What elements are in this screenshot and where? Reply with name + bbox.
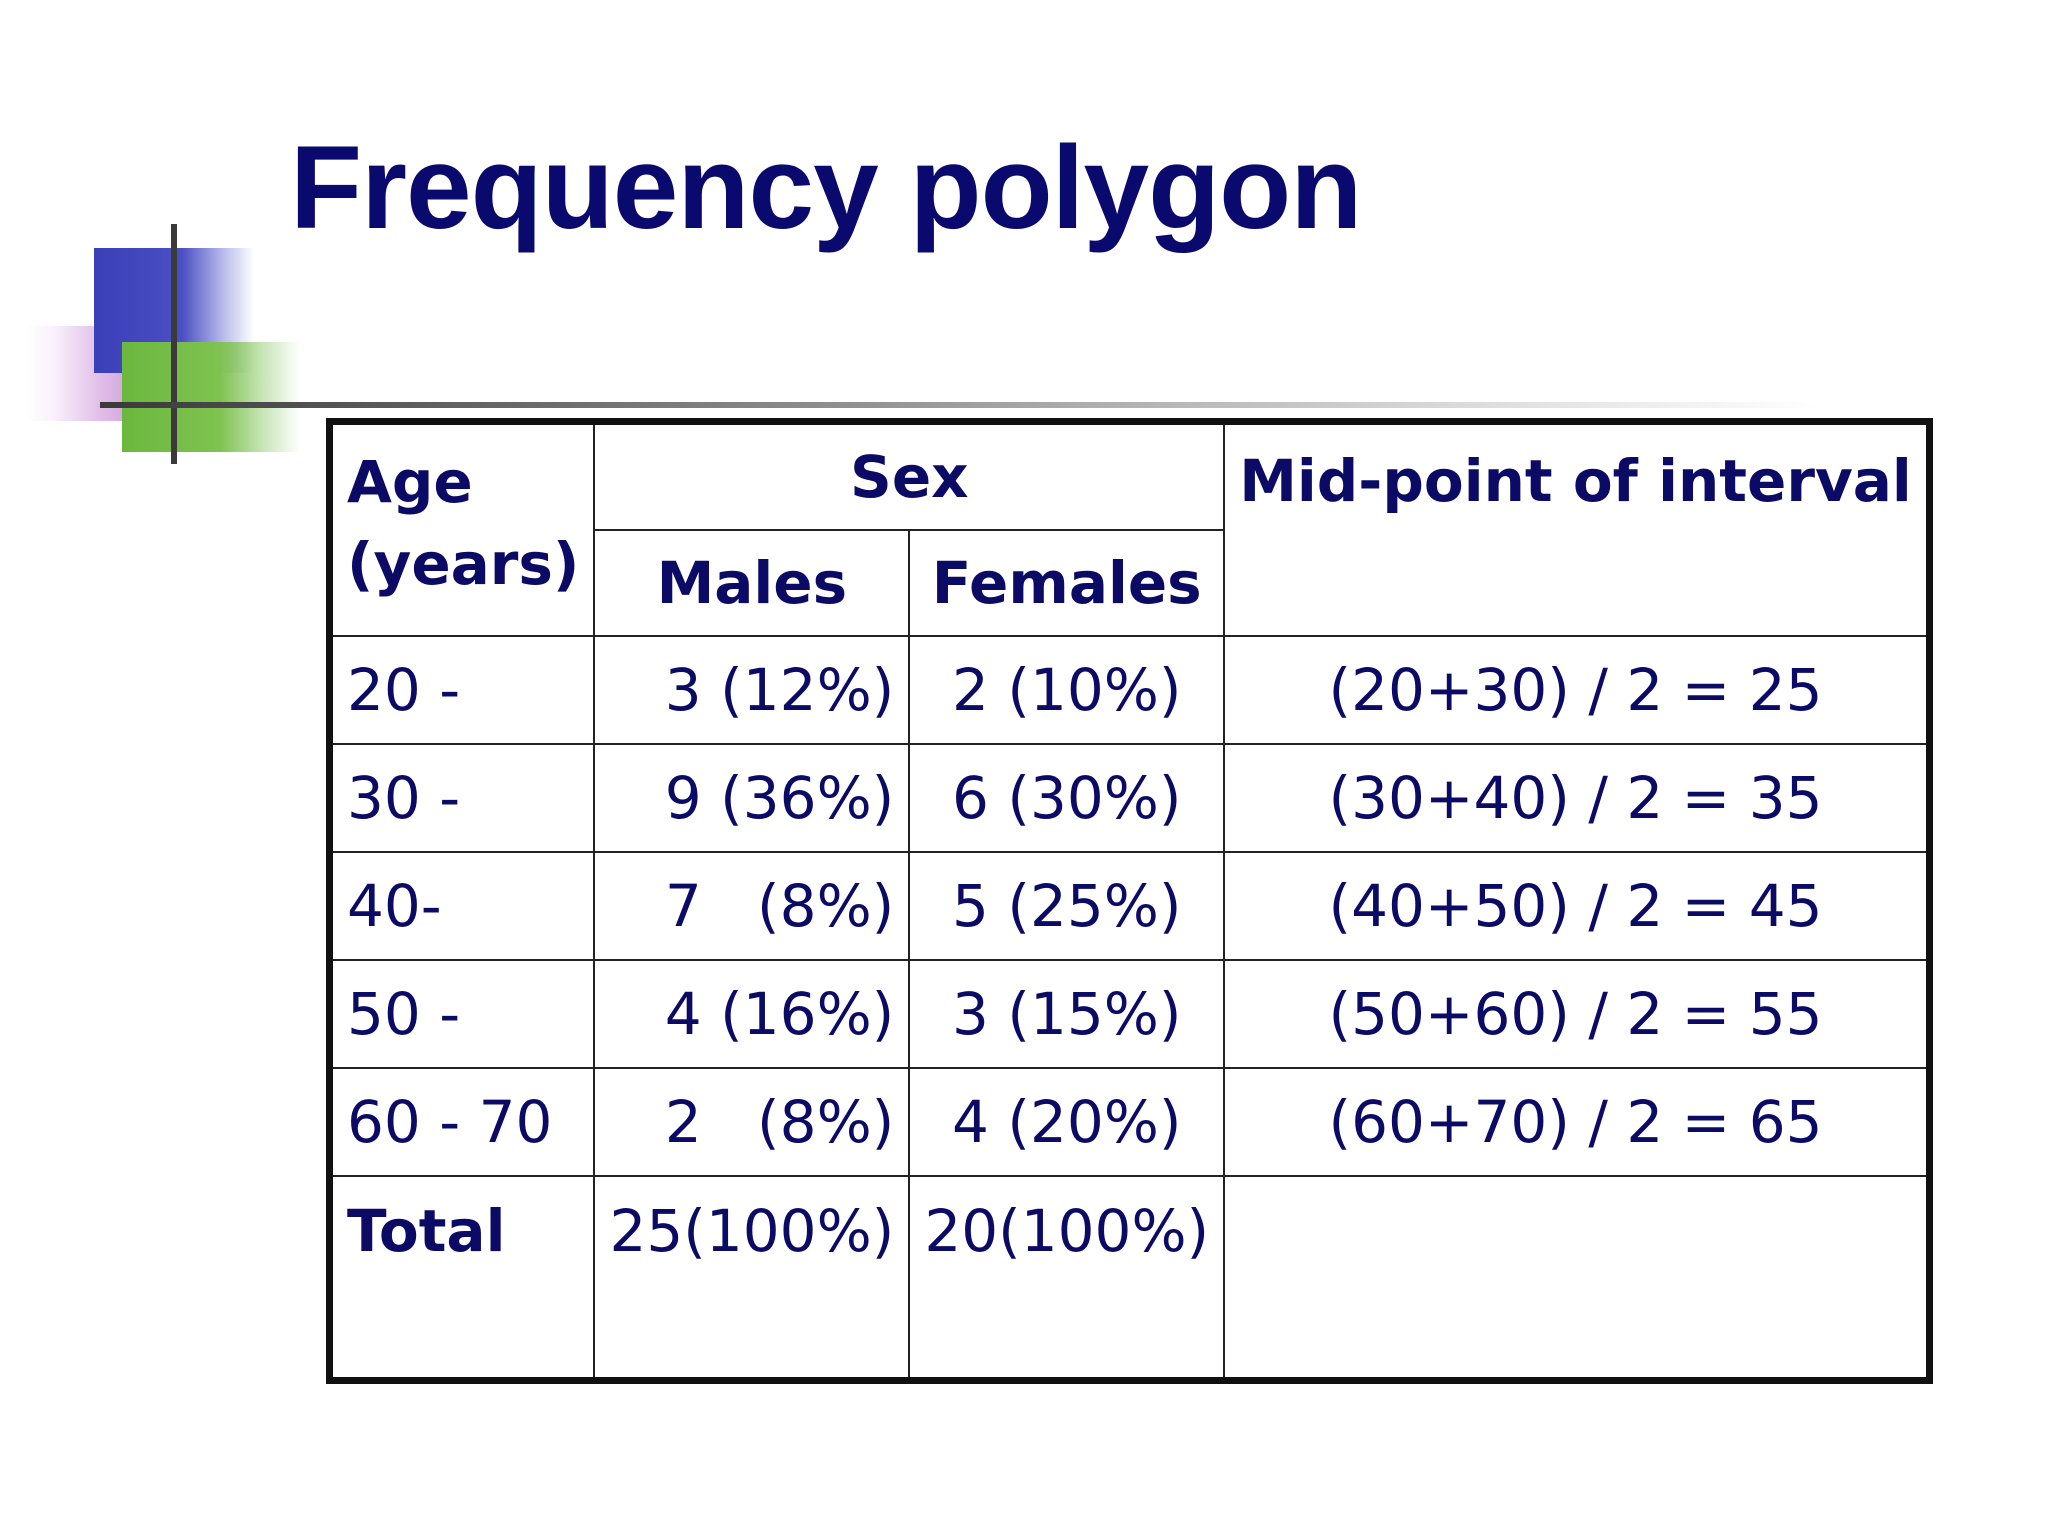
table-row: 30 - 9 (36%) 6 (30%) (30+40) / 2 = 35 [328, 743, 1931, 853]
header-age-line2: (years) [347, 530, 580, 598]
cell-females: 2 (10%) [908, 635, 1226, 745]
table-row: 60 - 70 2 (8%) 4 (20%) (60+70) / 2 = 65 [328, 1067, 1931, 1177]
cell-males: 7 (8%) [593, 851, 911, 961]
cell-females: 6 (30%) [908, 743, 1226, 853]
cell-age: 50 - [328, 959, 596, 1069]
total-midpoint [1223, 1175, 1931, 1382]
table-total-row: Total 25(100%) 20(100%) [328, 1175, 1931, 1382]
decorative-vertical-line [171, 224, 177, 464]
table-row: 50 - 4 (16%) 3 (15%) (50+60) / 2 = 55 [328, 959, 1931, 1069]
frequency-table: Age (years) Sex Mid-point of interval Ma… [326, 418, 1933, 1384]
slide-title: Frequency polygon [290, 122, 1362, 254]
total-label: Total [328, 1175, 596, 1382]
cell-midpoint: (60+70) / 2 = 65 [1223, 1067, 1931, 1177]
cell-midpoint: (30+40) / 2 = 35 [1223, 743, 1931, 853]
title-underline-divider [100, 402, 1820, 408]
cell-males: 4 (16%) [593, 959, 911, 1069]
cell-females: 5 (25%) [908, 851, 1226, 961]
cell-age: 20 - [328, 635, 596, 745]
header-females: Females [908, 529, 1226, 637]
table-header-row: Age (years) Sex Mid-point of interval [328, 420, 1931, 637]
table-subheader-row: Males Females [330, 529, 1930, 637]
cell-midpoint: (20+30) / 2 = 25 [1223, 635, 1931, 745]
header-males: Males [593, 529, 911, 637]
cell-females: 4 (20%) [908, 1067, 1226, 1177]
header-midpoint: Mid-point of interval [1223, 420, 1931, 637]
cell-females: 3 (15%) [908, 959, 1226, 1069]
cell-midpoint: (50+60) / 2 = 55 [1223, 959, 1931, 1069]
cell-age: 40- [328, 851, 596, 961]
header-age: Age (years) [328, 420, 596, 637]
cell-males: 3 (12%) [593, 635, 911, 745]
table-row: 40- 7 (8%) 5 (25%) (40+50) / 2 = 45 [328, 851, 1931, 961]
total-males: 25(100%) [593, 1175, 911, 1382]
cell-males: 2 (8%) [593, 1067, 911, 1177]
header-sex: Sex [593, 420, 1226, 531]
decorative-green-square [122, 342, 300, 452]
cell-midpoint: (40+50) / 2 = 45 [1223, 851, 1931, 961]
total-females: 20(100%) [908, 1175, 1226, 1382]
cell-age: 30 - [328, 743, 596, 853]
cell-age: 60 - 70 [328, 1067, 596, 1177]
header-age-line1: Age [347, 448, 473, 516]
table-row: 20 - 3 (12%) 2 (10%) (20+30) / 2 = 25 [328, 635, 1931, 745]
cell-males: 9 (36%) [593, 743, 911, 853]
